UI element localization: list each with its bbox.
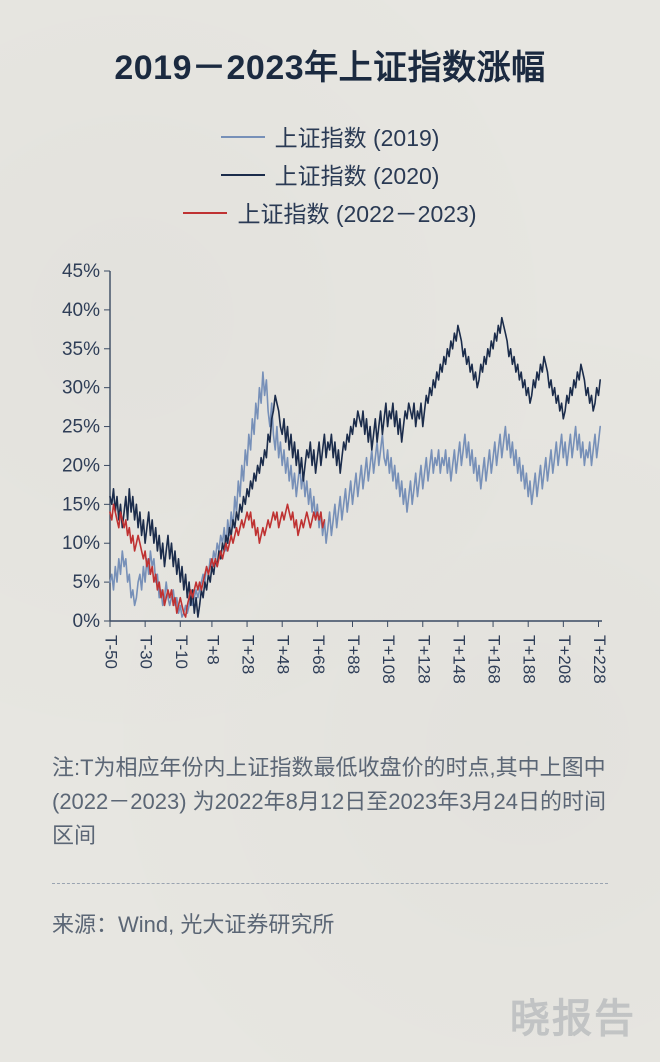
svg-text:T+48: T+48 <box>274 635 293 674</box>
svg-text:T+108: T+108 <box>379 635 398 684</box>
legend-swatch-2022-2023 <box>183 212 227 214</box>
chart-title: 2019－2023年上证指数涨幅 <box>52 40 608 89</box>
svg-text:35%: 35% <box>62 339 100 360</box>
svg-text:15%: 15% <box>62 494 100 515</box>
legend-item-2020: 上证指数 (2020) <box>221 157 440 191</box>
svg-text:T+228: T+228 <box>590 635 608 684</box>
svg-text:0%: 0% <box>73 611 101 632</box>
svg-text:45%: 45% <box>62 261 100 282</box>
svg-text:T+68: T+68 <box>309 635 328 674</box>
legend-label-2022-2023: 上证指数 (2022－2023) <box>237 195 476 229</box>
legend: 上证指数 (2019) 上证指数 (2020) 上证指数 (2022－2023) <box>52 119 608 229</box>
legend-swatch-2019 <box>221 136 265 138</box>
legend-label-2019: 上证指数 (2019) <box>275 119 440 153</box>
svg-text:25%: 25% <box>62 417 100 438</box>
svg-text:T+188: T+188 <box>520 635 539 684</box>
svg-text:T+128: T+128 <box>414 635 433 684</box>
svg-text:5%: 5% <box>73 572 101 593</box>
svg-text:T+168: T+168 <box>485 635 504 684</box>
chart-footnote: 注:T为相应年份内上证指数最低收盘价的时点,其中上图中 (2022－2023) … <box>52 751 608 853</box>
line-chart: 0% 5% 10% 15% 20% 25% 30% 35% 40% 45% T-50 T-30 T-10… <box>52 261 608 711</box>
legend-label-2020: 上证指数 (2020) <box>275 157 440 191</box>
svg-text:T-10: T-10 <box>172 635 191 669</box>
svg-text:T+28: T+28 <box>239 635 258 674</box>
separator <box>52 883 608 884</box>
legend-item-2019: 上证指数 (2019) <box>221 119 440 153</box>
legend-swatch-2020 <box>221 174 265 176</box>
svg-text:40%: 40% <box>62 300 100 321</box>
svg-text:T-30: T-30 <box>137 635 156 669</box>
chart-source: 来源：Wind, 光大证券研究所 <box>52 908 608 942</box>
svg-text:T+148: T+148 <box>449 635 468 684</box>
svg-text:10%: 10% <box>62 533 100 554</box>
svg-text:20%: 20% <box>62 455 100 476</box>
svg-text:T+208: T+208 <box>555 635 574 684</box>
svg-text:T+88: T+88 <box>344 635 363 674</box>
watermark: 晓报告 <box>510 986 636 1044</box>
svg-text:T-50: T-50 <box>102 635 121 669</box>
legend-item-2022-2023: 上证指数 (2022－2023) <box>183 195 476 229</box>
svg-text:30%: 30% <box>62 378 100 399</box>
svg-text:T+8: T+8 <box>203 635 222 665</box>
